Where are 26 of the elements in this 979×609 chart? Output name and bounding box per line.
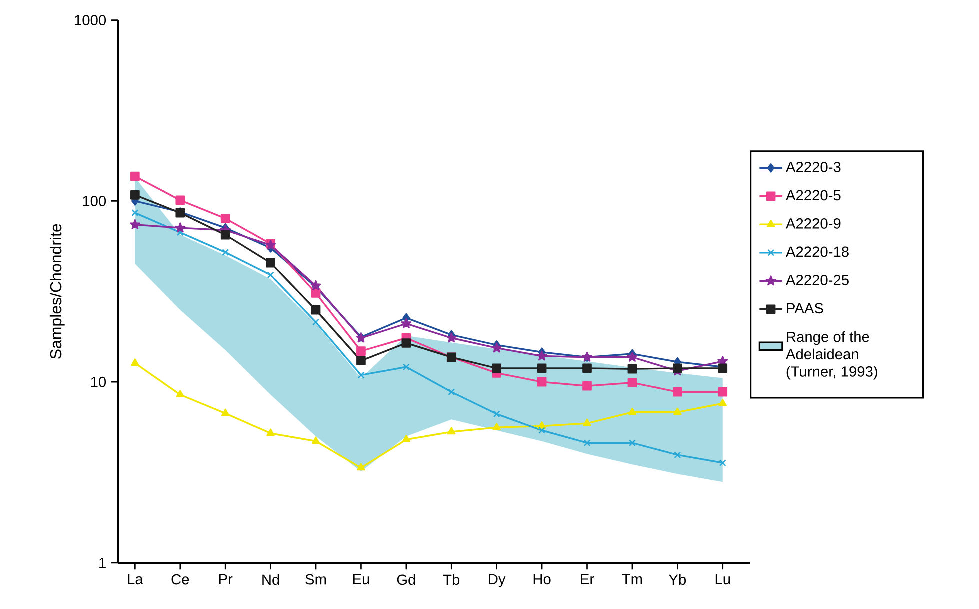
x-tick-label: Yb xyxy=(669,574,686,586)
legend-label: Range of the Adelaidean (Turner, 1993) xyxy=(786,331,878,380)
x-tick-label: Pr xyxy=(219,574,233,584)
x-tick-label: Dy xyxy=(489,574,506,588)
legend-label: A2220-9 xyxy=(786,218,841,229)
legend-label: A2220-25 xyxy=(786,275,849,286)
y-tick-label: 1000 xyxy=(75,15,106,26)
x-tick-label: Gd xyxy=(397,574,416,586)
x-tick-label: La xyxy=(128,574,144,585)
y-tick-label: 100 xyxy=(83,196,106,206)
y-tick-label: 1 xyxy=(100,558,106,568)
x-tick-label: Ho xyxy=(534,574,551,585)
legend-label: PAAS xyxy=(787,303,824,314)
legend-label: A2220-18 xyxy=(786,246,849,258)
x-tick-label: Nd xyxy=(262,574,280,586)
y-axis-title: Samples/Chondrite xyxy=(50,224,65,359)
legend-label: A2220-3 xyxy=(786,162,841,172)
x-tick-label: Ce xyxy=(172,574,190,585)
x-tick-label: Er xyxy=(581,574,594,584)
y-tick-label: 10 xyxy=(91,376,106,388)
x-tick-label: Tb xyxy=(443,574,460,586)
x-tick-label: Sm xyxy=(306,574,326,585)
legend-label: A2220-5 xyxy=(786,190,841,201)
x-tick-label: Lu xyxy=(716,574,730,585)
x-tick-label: Tm xyxy=(622,574,642,584)
x-tick-label: Eu xyxy=(353,574,370,585)
